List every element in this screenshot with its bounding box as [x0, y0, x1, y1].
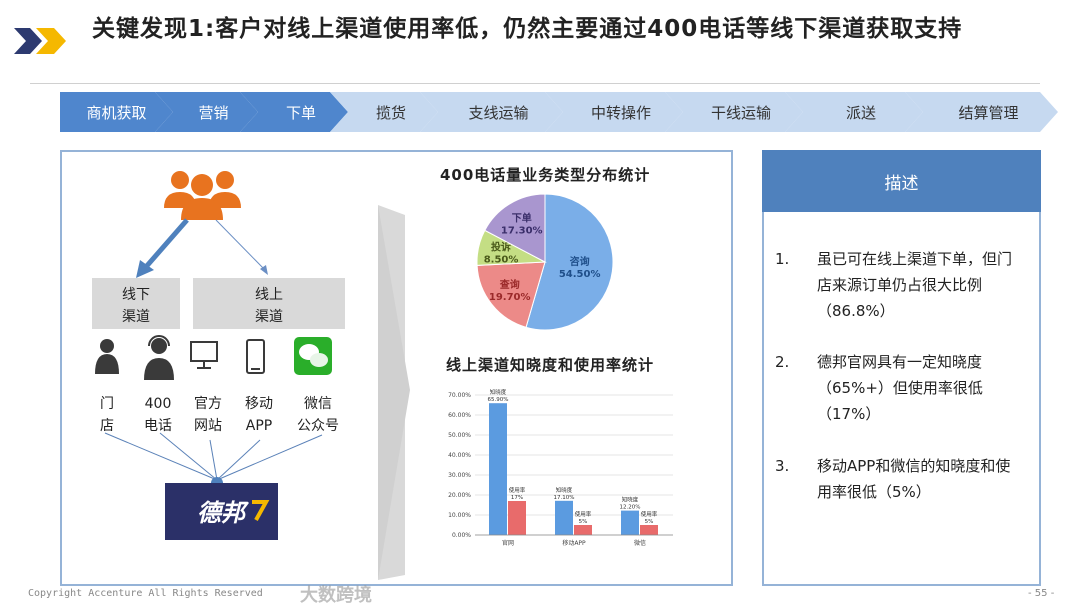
x-tick-label: 官网 [502, 539, 514, 547]
bar-series-label: 知晓度 [490, 388, 507, 396]
title-chevron-icon [14, 28, 66, 54]
pie-value-label: 17.30% [501, 225, 543, 236]
item-text: 虽已可在线上渠道下单，但门店来源订单仍占很大比例（86.8%） [817, 250, 1013, 320]
page-number: - 55 - [1028, 588, 1055, 599]
channel-label: 400 电话 [144, 396, 172, 434]
pie-label: 查询 [499, 278, 520, 291]
phone-icon [246, 339, 265, 374]
pie-value-label: 8.50% [484, 254, 519, 265]
person-icon [95, 339, 119, 374]
bar-value-label: 17.10% [554, 495, 575, 501]
bar-series-label: 知晓度 [556, 486, 573, 494]
online-channel-box: 线上 渠道 [193, 278, 345, 329]
connector-lines [104, 432, 323, 481]
bar [640, 525, 658, 535]
y-tick-label: 0.00% [452, 532, 471, 539]
watermark: 大数跨境 [300, 585, 372, 606]
online-arrow [215, 219, 266, 271]
wechat-icon [294, 337, 332, 375]
copyright: Copyright Accenture All Rights Reserved [28, 588, 263, 599]
y-tick-label: 40.00% [448, 452, 471, 459]
item-number: 2. [775, 353, 790, 371]
headset-agent-icon [144, 335, 174, 380]
y-tick-label: 70.00% [448, 392, 471, 399]
y-tick-label: 50.00% [448, 432, 471, 439]
bar [555, 500, 573, 535]
bar-value-label: 5% [645, 519, 654, 525]
channel-label: 微信 公众号 [297, 396, 339, 434]
y-tick-label: 60.00% [448, 412, 471, 419]
process-step: 商机获取 [60, 92, 173, 132]
pie-label: 投诉 [491, 240, 511, 253]
process-step: 下单 [240, 92, 348, 132]
x-tick-label: 移动APP [562, 539, 586, 547]
bar [621, 510, 639, 535]
y-tick-label: 10.00% [448, 512, 471, 519]
y-tick-label: 30.00% [448, 472, 471, 479]
description-item: 1. 虽已可在线上渠道下单，但门店来源订单仍占很大比例（86.8%） [775, 246, 1022, 324]
bar-value-label: 5% [579, 519, 588, 525]
pie-value-label: 19.70% [489, 292, 531, 303]
process-step: 干线运输 [665, 92, 803, 132]
item-number: 3. [775, 457, 790, 475]
svg-text:德邦: 德邦 [197, 499, 249, 527]
process-step: 揽货 [330, 92, 438, 132]
pie-slice [484, 193, 546, 263]
description-item: 2. 德邦官网具有一定知晓度（65%+）但使用率很低（17%） [775, 349, 1022, 427]
bar-series-label: 使用率 [575, 510, 592, 518]
channel-label: 官方 网站 [194, 396, 222, 434]
channel-diagram: 德邦 [95, 171, 410, 580]
channel-panel [60, 150, 733, 586]
description-item: 3. 移动APP和微信的知晓度和使用率很低（5%） [775, 453, 1022, 505]
item-text: 德邦官网具有一定知晓度（65%+）但使用率很低（17%） [817, 353, 983, 423]
channel-label: 移动 APP [245, 396, 273, 434]
divider [30, 83, 1040, 84]
description-header: 描述 [762, 150, 1041, 212]
bar [574, 525, 592, 535]
process-step: 中转操作 [545, 92, 683, 132]
offline-channel-box: 线下 渠道 [92, 278, 180, 329]
process-step: 结算管理 [905, 92, 1058, 132]
y-tick-label: 20.00% [448, 492, 471, 499]
bar [489, 403, 507, 535]
channel-label: 门 店 [100, 396, 114, 434]
x-tick-label: 微信 [634, 539, 646, 547]
pie-label: 咨询 [570, 255, 590, 268]
bar-title: 线上渠道知晓度和使用率统计 [446, 356, 655, 374]
bar-series-label: 知晓度 [622, 496, 639, 504]
item-number: 1. [775, 250, 790, 268]
process-step: 支线运输 [420, 92, 563, 132]
process-step: 派送 [785, 92, 923, 132]
pie-slice [525, 193, 614, 331]
bar-value-label: 12.20% [620, 505, 641, 511]
offline-arrow [143, 218, 189, 270]
page-title: 关键发现1:客户对线上渠道使用率低，仍然主要通过400电话等线下渠道获取支持 [92, 16, 963, 42]
offline-label: 线下 渠道 [122, 287, 150, 325]
users-icon [164, 171, 241, 220]
bar-series-label: 使用率 [509, 486, 526, 494]
monitor-icon [190, 341, 218, 369]
bar-value-label: 17% [511, 495, 523, 501]
pie-label: 下单 [512, 211, 532, 224]
bar-value-label: 65.90% [488, 397, 509, 403]
bar-chart: 0.00% 10.00% 20.00% 30.00% 40.00% 50.00% 60.00… [448, 388, 673, 547]
online-label: 线上 渠道 [255, 287, 283, 325]
bar-series-label: 使用率 [641, 510, 658, 518]
pie-slice [476, 261, 546, 328]
item-text: 移动APP和微信的知晓度和使用率很低（5%） [817, 457, 1011, 501]
pie-value-label: 54.50% [559, 269, 601, 280]
bar [508, 501, 526, 535]
pie-title: 400电话量业务类型分布统计 [440, 166, 651, 184]
